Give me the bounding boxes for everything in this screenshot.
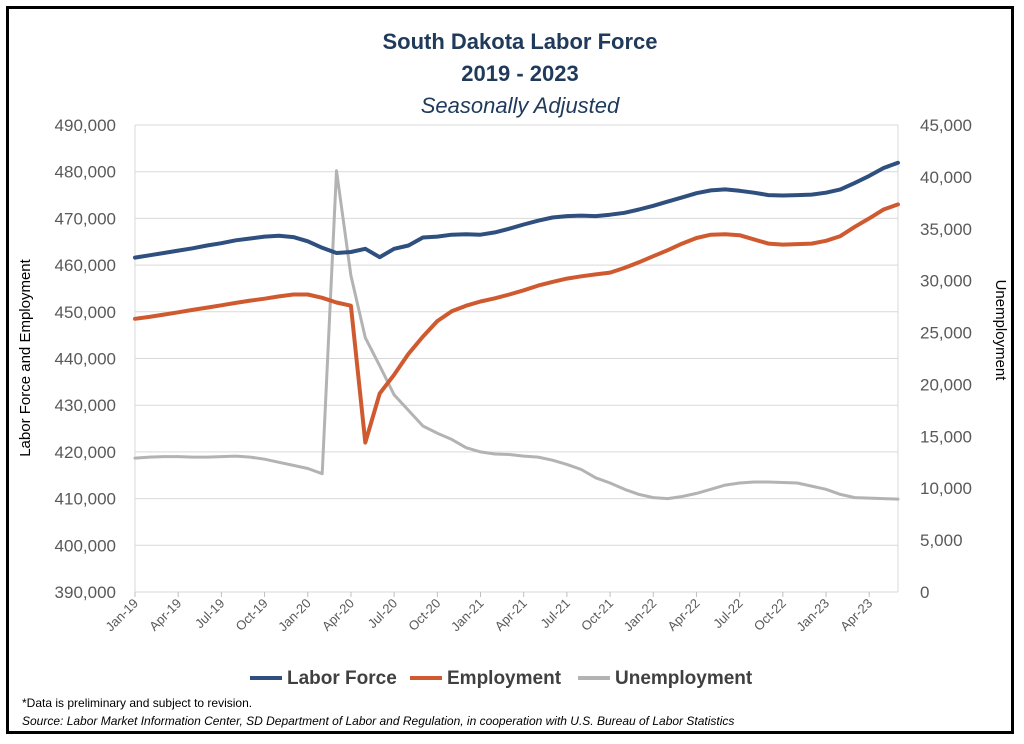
y2-tick-label: 5,000 (920, 531, 963, 550)
right-axis-label: Unemployment (992, 280, 1009, 382)
y2-tick-label: 30,000 (920, 272, 972, 291)
x-tick-label: Apr-20 (319, 596, 357, 634)
x-tick-label: Jan-20 (275, 596, 314, 635)
x-tick-label: Oct-20 (405, 596, 443, 634)
series-line-unemployment (133, 169, 900, 501)
series-line-labor-force (133, 160, 900, 260)
x-tick-label: Oct-22 (751, 596, 789, 634)
legend-label-unemployment: Unemployment (615, 668, 753, 689)
y-tick-label: 480,000 (55, 163, 116, 182)
x-tick-label: Apr-23 (837, 596, 875, 634)
chart-title: South Dakota Labor Force (382, 29, 657, 54)
x-tick-label: Jan-22 (621, 596, 660, 635)
y2-tick-label: 0 (920, 583, 929, 602)
y2-tick-label: 35,000 (920, 220, 972, 239)
y-tick-label: 430,000 (55, 396, 116, 415)
chart-frame (6, 6, 1014, 734)
y2-tick-label: 40,000 (920, 168, 972, 187)
y2-tick-label: 45,000 (920, 116, 972, 135)
series-lines (133, 160, 900, 501)
left-axis-ticks: 390,000 400,000 410,000 420,000 430,000 440,0… (55, 116, 116, 602)
x-tick-label: Jan-23 (793, 596, 832, 635)
y-tick-label: 450,000 (55, 303, 116, 322)
y-tick-label: 390,000 (55, 583, 116, 602)
footnote: *Data is preliminary and subject to revi… (22, 696, 252, 710)
y-tick-label: 400,000 (55, 536, 116, 555)
y-tick-label: 460,000 (55, 256, 116, 275)
x-tick-label: Jul-19 (192, 596, 228, 632)
legend-label-labor-force: Labor Force (287, 668, 397, 689)
x-tick-label: Oct-21 (578, 596, 616, 634)
y-tick-label: 470,000 (55, 209, 116, 228)
x-tick-label: Jul-20 (365, 596, 401, 632)
x-tick-label: Apr-21 (492, 596, 530, 634)
x-tick-label: Apr-22 (664, 596, 702, 634)
x-tick-label: Apr-19 (146, 596, 184, 634)
series-line-employment (133, 202, 900, 445)
y2-tick-label: 15,000 (920, 427, 972, 446)
y-tick-label: 420,000 (55, 443, 116, 462)
y-tick-label: 490,000 (55, 116, 116, 135)
chart-subtitle: Seasonally Adjusted (421, 93, 620, 118)
x-axis-ticks: Jan-19 Apr-19 Jul-19 Oct-19 Jan-20 Apr-20 Jul-… (102, 592, 875, 634)
chart-title-years: 2019 - 2023 (461, 61, 578, 86)
source-note: Source: Labor Market Information Center,… (22, 714, 734, 728)
y2-tick-label: 10,000 (920, 479, 972, 498)
y2-tick-label: 25,000 (920, 324, 972, 343)
y2-tick-label: 20,000 (920, 375, 972, 394)
x-tick-label: Jul-22 (710, 596, 746, 632)
grid-lines (134, 124, 899, 593)
left-axis-label: Labor Force and Employment (17, 258, 34, 456)
legend-label-employment: Employment (447, 668, 562, 689)
right-axis-ticks: 0 5,000 10,000 15,000 20,000 25,000 30,000 35,0… (920, 116, 972, 602)
y-tick-label: 440,000 (55, 350, 116, 369)
x-tick-label: Jul-21 (537, 596, 573, 632)
chart-legend: Labor Force Employment Unemployment (250, 668, 753, 689)
x-tick-label: Jan-21 (448, 596, 487, 635)
x-tick-label: Oct-19 (232, 596, 270, 634)
y-tick-label: 410,000 (55, 490, 116, 509)
